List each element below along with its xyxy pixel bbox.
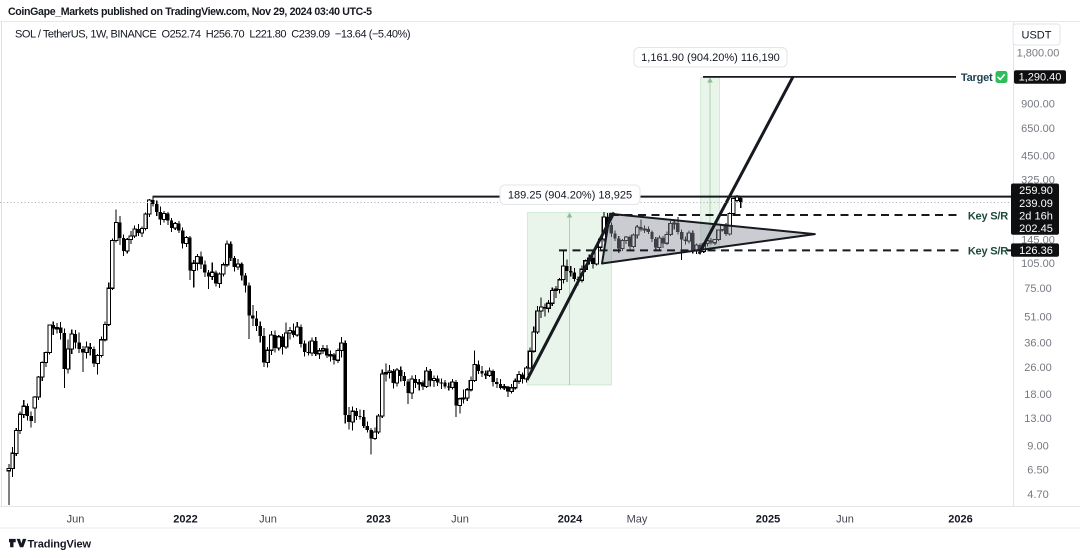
svg-text:450.00: 450.00 bbox=[1021, 151, 1055, 163]
svg-text:Jun: Jun bbox=[836, 514, 854, 526]
svg-text:189.25 (904.20%) 18,925: 189.25 (904.20%) 18,925 bbox=[508, 190, 632, 202]
svg-text:Jun: Jun bbox=[67, 514, 85, 526]
svg-text:6.50: 6.50 bbox=[1027, 465, 1048, 477]
svg-text:26.00: 26.00 bbox=[1024, 362, 1052, 374]
svg-text:2024: 2024 bbox=[558, 514, 583, 526]
svg-text:36.00: 36.00 bbox=[1024, 337, 1052, 349]
svg-text:2022: 2022 bbox=[173, 514, 197, 526]
svg-text:Jun: Jun bbox=[259, 514, 277, 526]
svg-text:126.36: 126.36 bbox=[1019, 245, 1053, 257]
svg-text:2d 16h: 2d 16h bbox=[1019, 210, 1053, 222]
svg-text:TradingView: TradingView bbox=[28, 538, 92, 550]
svg-text:1,290.40: 1,290.40 bbox=[1019, 72, 1062, 84]
svg-text:202.45: 202.45 bbox=[1019, 223, 1053, 235]
svg-text:105.00: 105.00 bbox=[1021, 258, 1055, 270]
svg-text:Key S/R: Key S/R bbox=[968, 246, 1008, 258]
svg-text:May: May bbox=[627, 514, 648, 526]
svg-text:259.90: 259.90 bbox=[1019, 185, 1053, 197]
svg-text:2025: 2025 bbox=[756, 514, 780, 526]
svg-text:239.09: 239.09 bbox=[1019, 198, 1053, 210]
svg-text:Target: Target bbox=[961, 72, 993, 84]
svg-text:9.00: 9.00 bbox=[1027, 441, 1048, 453]
svg-text:650.00: 650.00 bbox=[1021, 123, 1055, 135]
svg-text:SOL / TetherUS, 1W, BINANCE O: SOL / TetherUS, 1W, BINANCE O252.74 H256… bbox=[15, 29, 410, 41]
svg-text:Jun: Jun bbox=[451, 514, 469, 526]
svg-text:13.00: 13.00 bbox=[1024, 413, 1052, 425]
svg-text:51.00: 51.00 bbox=[1024, 312, 1052, 324]
svg-text:18.00: 18.00 bbox=[1024, 389, 1052, 401]
svg-text:Key S/R: Key S/R bbox=[968, 211, 1008, 223]
svg-text:1,800.00: 1,800.00 bbox=[1017, 47, 1060, 59]
svg-text:CoinGape_Markets published on: CoinGape_Markets published on TradingVie… bbox=[8, 6, 372, 18]
svg-text:4.70: 4.70 bbox=[1027, 489, 1048, 501]
svg-text:2026: 2026 bbox=[948, 514, 972, 526]
svg-text:USDT: USDT bbox=[1022, 30, 1052, 42]
svg-text:1,161.90 (904.20%) 116,190: 1,161.90 (904.20%) 116,190 bbox=[641, 52, 780, 64]
svg-text:2023: 2023 bbox=[366, 514, 390, 526]
svg-text:900.00: 900.00 bbox=[1021, 99, 1055, 111]
svg-text:75.00: 75.00 bbox=[1024, 283, 1052, 295]
